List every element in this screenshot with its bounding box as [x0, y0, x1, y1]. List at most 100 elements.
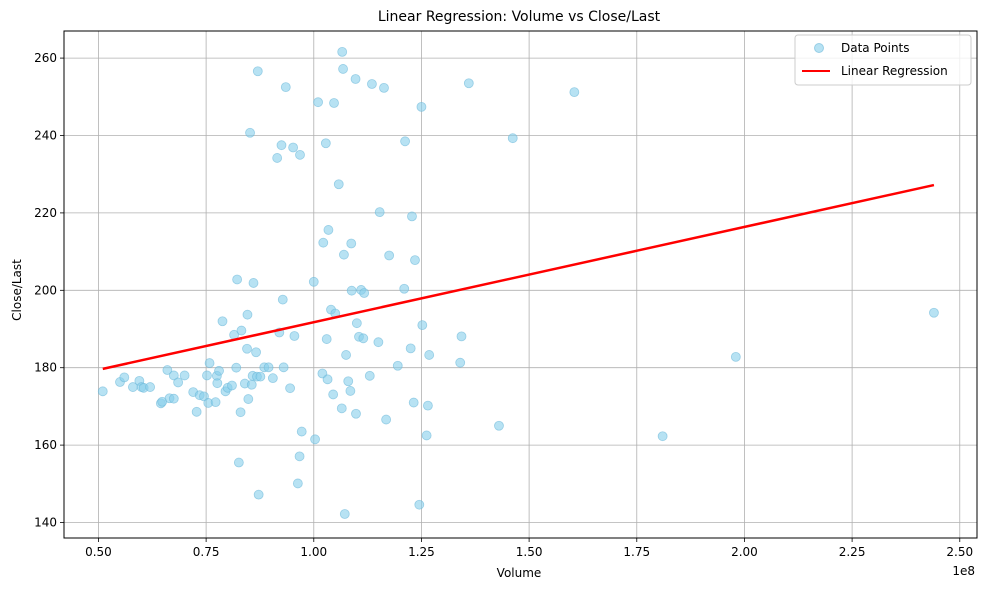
data-point [417, 320, 428, 331]
legend-marker-data-points [814, 43, 824, 53]
data-point [318, 237, 329, 248]
axis-ticks: 0.50 0.75 1.00 1.25 1.50 1.75 2.00 2.25 2.50 140 1… [34, 51, 973, 559]
data-point [232, 274, 243, 285]
data-point [217, 316, 228, 327]
data-point [97, 386, 108, 397]
data-point [252, 66, 263, 77]
data-point [456, 331, 467, 342]
data-point [364, 370, 375, 381]
data-point [392, 360, 403, 371]
x-tick-label: 1.25 [408, 545, 435, 559]
data-point [400, 136, 410, 147]
data-point [289, 331, 300, 341]
data-point [168, 370, 179, 381]
data-point [507, 133, 518, 144]
data-point [212, 378, 223, 389]
data-point [246, 379, 257, 390]
data-point [374, 207, 385, 218]
data-point [310, 434, 320, 445]
data-point [210, 397, 221, 408]
data-point [204, 358, 215, 368]
grid [64, 31, 977, 538]
data-point [162, 365, 173, 375]
x-tick-label: 1.00 [300, 545, 327, 559]
data-point [405, 343, 416, 354]
data-point [288, 142, 299, 153]
data-point [313, 97, 323, 108]
data-point [255, 371, 266, 382]
data-point [245, 127, 255, 138]
x-axis-label: Volume [497, 566, 542, 580]
data-point [280, 82, 291, 93]
data-point [358, 333, 369, 344]
data-point [414, 499, 425, 510]
x-axis-offset-label: 1e8 [952, 564, 975, 578]
data-point [236, 325, 247, 336]
data-point [338, 64, 348, 74]
data-point [336, 403, 347, 414]
data-point [346, 238, 357, 249]
data-point [341, 350, 351, 360]
data-point [202, 370, 212, 381]
data-point [407, 211, 417, 222]
data-point [329, 98, 339, 108]
y-tick-label: 180 [34, 361, 57, 375]
data-point [263, 362, 274, 373]
data-point [730, 351, 741, 362]
data-point [251, 347, 261, 358]
data-point [463, 78, 474, 89]
data-point [657, 431, 668, 442]
y-tick-label: 220 [34, 206, 57, 220]
data-point [253, 489, 264, 500]
data-point [410, 255, 420, 266]
data-point [323, 225, 334, 235]
data-point [424, 350, 435, 360]
data-point [145, 382, 156, 392]
data-point [278, 362, 289, 373]
data-point [569, 87, 580, 98]
data-point [243, 394, 254, 404]
x-tick-label: 2.25 [839, 545, 866, 559]
data-point [276, 140, 287, 151]
data-point [350, 74, 361, 84]
data-point [494, 420, 504, 431]
data-point [328, 389, 339, 400]
data-point [227, 380, 237, 391]
data-point [379, 82, 389, 93]
data-point [168, 393, 179, 404]
data-point [233, 457, 244, 468]
x-tick-label: 0.75 [193, 545, 220, 559]
x-tick-label: 2.00 [731, 545, 758, 559]
data-point [384, 250, 395, 261]
y-tick-label: 160 [34, 438, 57, 452]
x-tick-label: 0.50 [85, 545, 112, 559]
x-tick-label: 1.75 [623, 545, 650, 559]
data-point [455, 357, 466, 368]
data-point [359, 288, 370, 298]
legend-box [794, 34, 972, 86]
data-point [308, 276, 319, 287]
y-axis-label: Close/Last [10, 259, 24, 321]
chart-title: Linear Regression: Volume vs Close/Last [378, 9, 661, 25]
data-point [292, 478, 303, 489]
data-point [191, 406, 202, 417]
data-point [367, 79, 377, 89]
data-point [296, 426, 307, 437]
data-point [285, 383, 295, 394]
data-point [267, 373, 278, 384]
legend-label-data-points: Data Points [841, 41, 910, 55]
data-point [295, 149, 305, 160]
data-point [231, 362, 242, 373]
data-point [416, 101, 427, 112]
data-point [337, 46, 348, 57]
data-point [322, 374, 333, 385]
data-point [333, 179, 344, 190]
data-point [242, 309, 253, 320]
data-point [294, 451, 305, 462]
data-point [351, 318, 362, 329]
y-tick-label: 260 [34, 51, 57, 65]
data-point [346, 285, 357, 296]
data-point [179, 370, 190, 381]
